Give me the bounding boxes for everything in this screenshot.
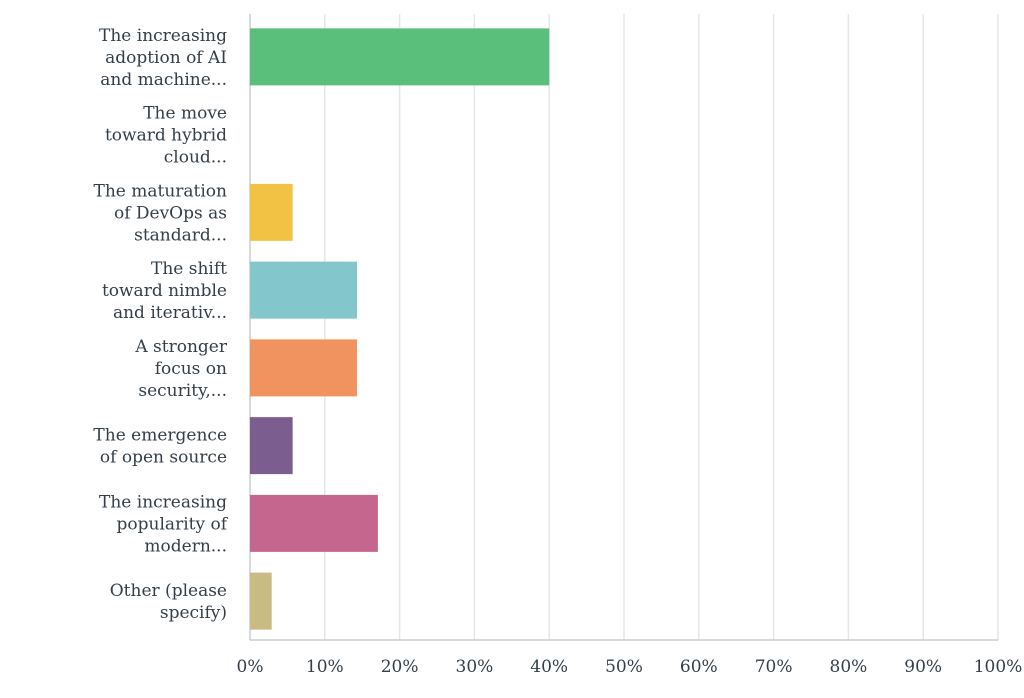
category-label: The emergence of open source — [93, 426, 227, 468]
bars — [250, 28, 550, 630]
x-tick-label: 0% — [237, 657, 264, 677]
x-tick-label: 10% — [306, 657, 344, 677]
category-label: A stronger focus on security,... — [134, 337, 227, 401]
x-tick-label: 30% — [456, 657, 494, 677]
category-label: The maturation of DevOps as standard... — [93, 181, 227, 245]
x-tick-labels: 0% 10% 20% 30% 40% 50% 60% 70% 80% 90% 100% — [237, 657, 1023, 677]
category-labels: The increasing adoption of AI and machine.… — [93, 26, 228, 623]
bar — [250, 28, 550, 86]
x-tick-label: 20% — [381, 657, 419, 677]
category-label: Other (please specify) — [110, 581, 227, 623]
category-label: The increasing adoption of AI and machine.… — [99, 26, 227, 90]
category-label: The shift toward nimble and iterativ... — [102, 259, 227, 323]
category-label: The increasing popularity of modern... — [99, 492, 229, 556]
bar — [250, 572, 272, 630]
bar — [250, 261, 357, 319]
bar — [250, 494, 378, 552]
x-tick-label: 40% — [530, 657, 568, 677]
x-tick-label: 100% — [974, 657, 1023, 677]
x-tick-label: 50% — [605, 657, 643, 677]
bar — [250, 183, 293, 241]
x-tick-label: 60% — [680, 657, 718, 677]
bar — [250, 417, 293, 475]
gridlines — [249, 14, 999, 641]
x-tick-label: 80% — [830, 657, 868, 677]
category-label: The move toward hybrid cloud... — [105, 104, 227, 168]
bar — [250, 339, 357, 397]
x-tick-label: 90% — [904, 657, 942, 677]
x-tick-label: 70% — [755, 657, 793, 677]
